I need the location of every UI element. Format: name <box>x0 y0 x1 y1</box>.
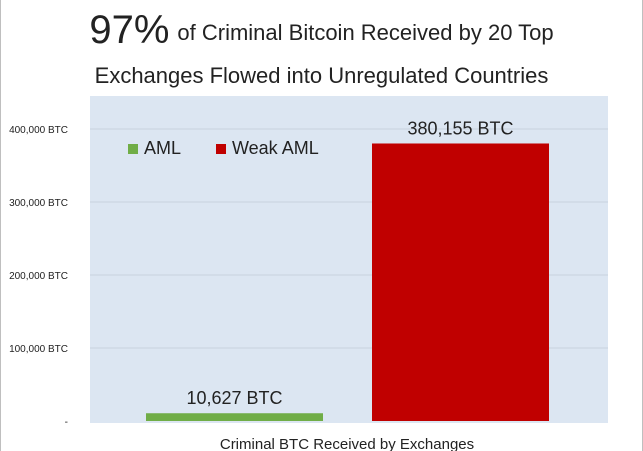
title-rest: of Criminal Bitcoin Received by 20 Top <box>177 20 554 45</box>
y-axis-ticks: - 100,000 BTC 200,000 BTC 300,000 BTC 400,00… <box>9 125 68 428</box>
y-tick-label: 200,000 BTC <box>9 271 68 282</box>
data-labels: 10,627 BTC 380,155 BTC <box>186 118 513 408</box>
legend-label: Weak AML <box>232 138 319 158</box>
bar-weak-aml <box>372 143 549 421</box>
chart-title-line-2: Exchanges Flowed into Unregulated Countr… <box>94 63 549 88</box>
legend-label: AML <box>144 138 181 158</box>
y-tick-label: 300,000 BTC <box>9 198 68 209</box>
data-label: 380,155 BTC <box>407 118 513 138</box>
y-tick-label: 400,000 BTC <box>9 125 68 136</box>
x-axis-label: Criminal BTC Received by Exchanges <box>220 436 474 451</box>
data-label: 10,627 BTC <box>186 388 282 408</box>
legend-swatch <box>128 144 138 154</box>
title-highlight-percent: 97% <box>89 8 170 52</box>
bars <box>146 143 549 421</box>
y-tick-label: - <box>65 417 68 428</box>
chart-title-line-1: 97% of Criminal Bitcoin Received by 20 To… <box>0 8 643 53</box>
y-tick-label: 100,000 BTC <box>9 344 68 355</box>
bar-aml <box>146 413 323 421</box>
legend: AML Weak AML <box>128 138 319 158</box>
frame-left-border <box>0 0 1 451</box>
legend-swatch <box>216 144 226 154</box>
